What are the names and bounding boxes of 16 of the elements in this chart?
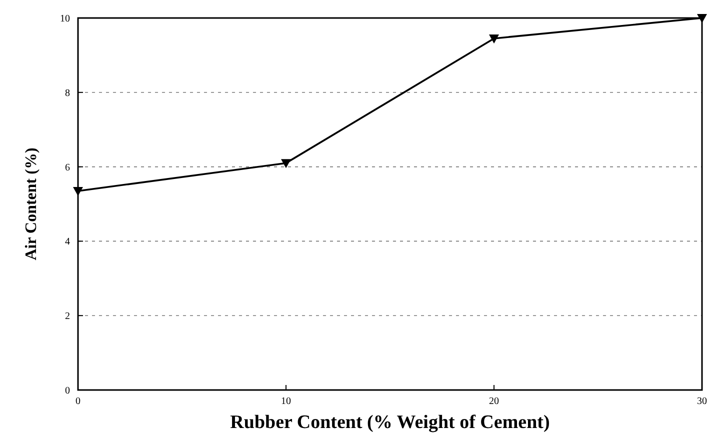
y-tick-label: 10 (60, 14, 70, 24)
y-tick-label: 0 (65, 386, 70, 396)
point (281, 159, 291, 168)
x-tick-label: 0 (76, 396, 80, 407)
x-tick-label: 30 (697, 396, 707, 407)
y-tick-label: 4 (65, 236, 70, 248)
y-tick-label: 2 (65, 311, 70, 322)
y-axis-title: Air Content (%) (23, 148, 40, 260)
y-tick-label: 6 (65, 162, 70, 174)
x-tick-label: 10 (281, 396, 291, 407)
point (73, 186, 83, 196)
point (489, 34, 499, 44)
x-tick-label: 20 (489, 396, 499, 407)
y-tick-label: 8 (65, 88, 70, 99)
point (697, 14, 707, 23)
x-axis-title: Rubber Content (% Weight of Cement) (230, 412, 550, 433)
